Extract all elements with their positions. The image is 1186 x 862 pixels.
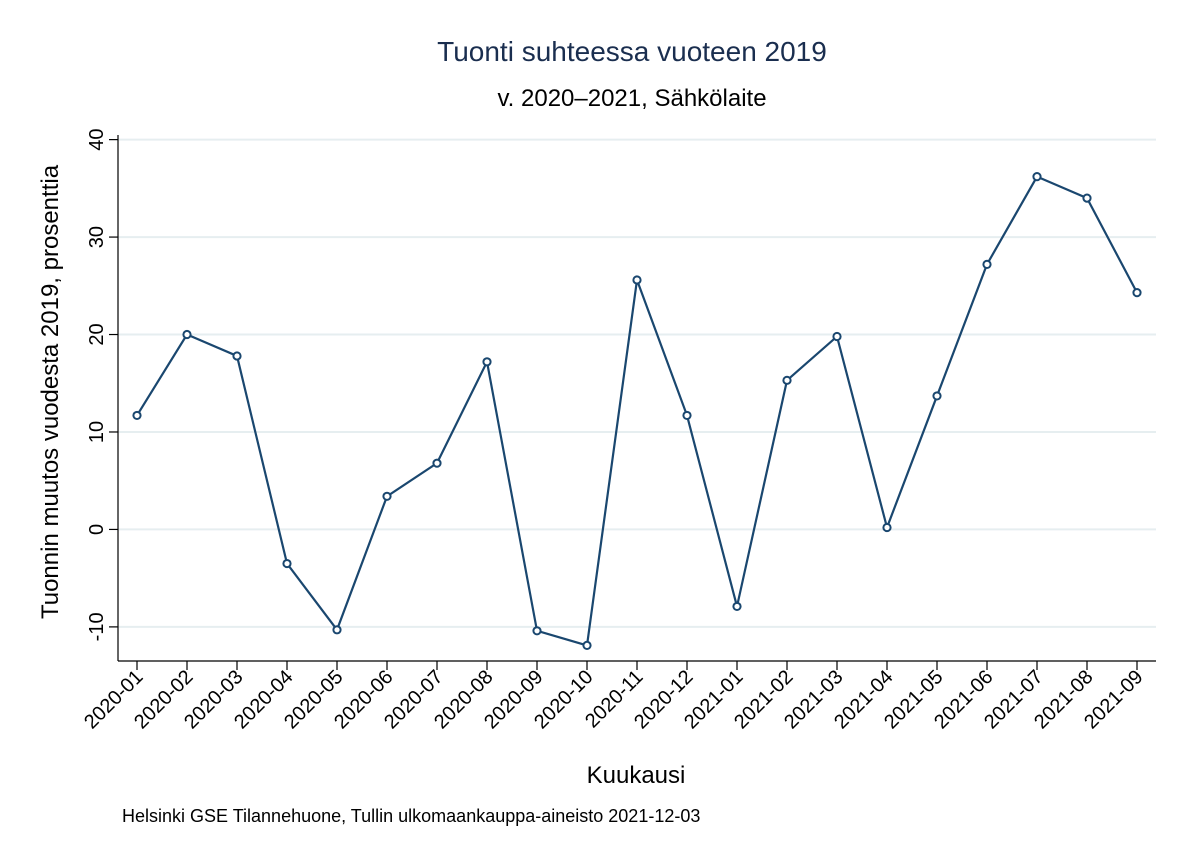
data-point (382, 491, 392, 501)
x-axis-title: Kuukausi (587, 762, 686, 789)
data-point (832, 331, 842, 342)
data-point (982, 259, 992, 269)
data-point (332, 625, 342, 635)
series (132, 172, 1142, 651)
data-point (282, 558, 292, 569)
y-tick-label: 0 (86, 524, 108, 535)
source-note: Helsinki GSE Tilannehuone, Tullin ulkoma… (122, 806, 700, 826)
chart-subtitle: v. 2020–2021, Sähkölaite (497, 85, 766, 112)
data-point (1082, 193, 1092, 203)
data-point (582, 640, 592, 651)
data-point (182, 329, 192, 340)
data-point (1032, 172, 1042, 182)
data-point (1132, 288, 1142, 298)
y-tick-label: 20 (86, 323, 108, 345)
y-tick-label: 30 (86, 226, 108, 248)
data-point (882, 522, 892, 533)
y-tick-label: 10 (86, 421, 108, 443)
data-point (232, 351, 242, 361)
y-tick-label: -10 (86, 612, 108, 641)
series-line (136, 175, 1138, 647)
data-point (782, 375, 792, 385)
data-point (482, 357, 492, 367)
data-point (632, 275, 642, 285)
data-point (932, 391, 942, 401)
data-point (682, 410, 692, 421)
data-point (732, 601, 742, 612)
gridlines (118, 138, 1156, 628)
y-axis-title: Tuonnin muutos vuodesta 2019, prosenttia (37, 164, 64, 619)
y-tick-label: 40 (86, 128, 108, 150)
axes: -100102030402020-012020-022020-032020-04… (80, 128, 1156, 733)
data-point (532, 626, 542, 636)
chart-title: Tuonti suhteessa vuoteen 2019 (437, 36, 827, 67)
data-point (432, 458, 442, 468)
data-point (132, 410, 142, 421)
